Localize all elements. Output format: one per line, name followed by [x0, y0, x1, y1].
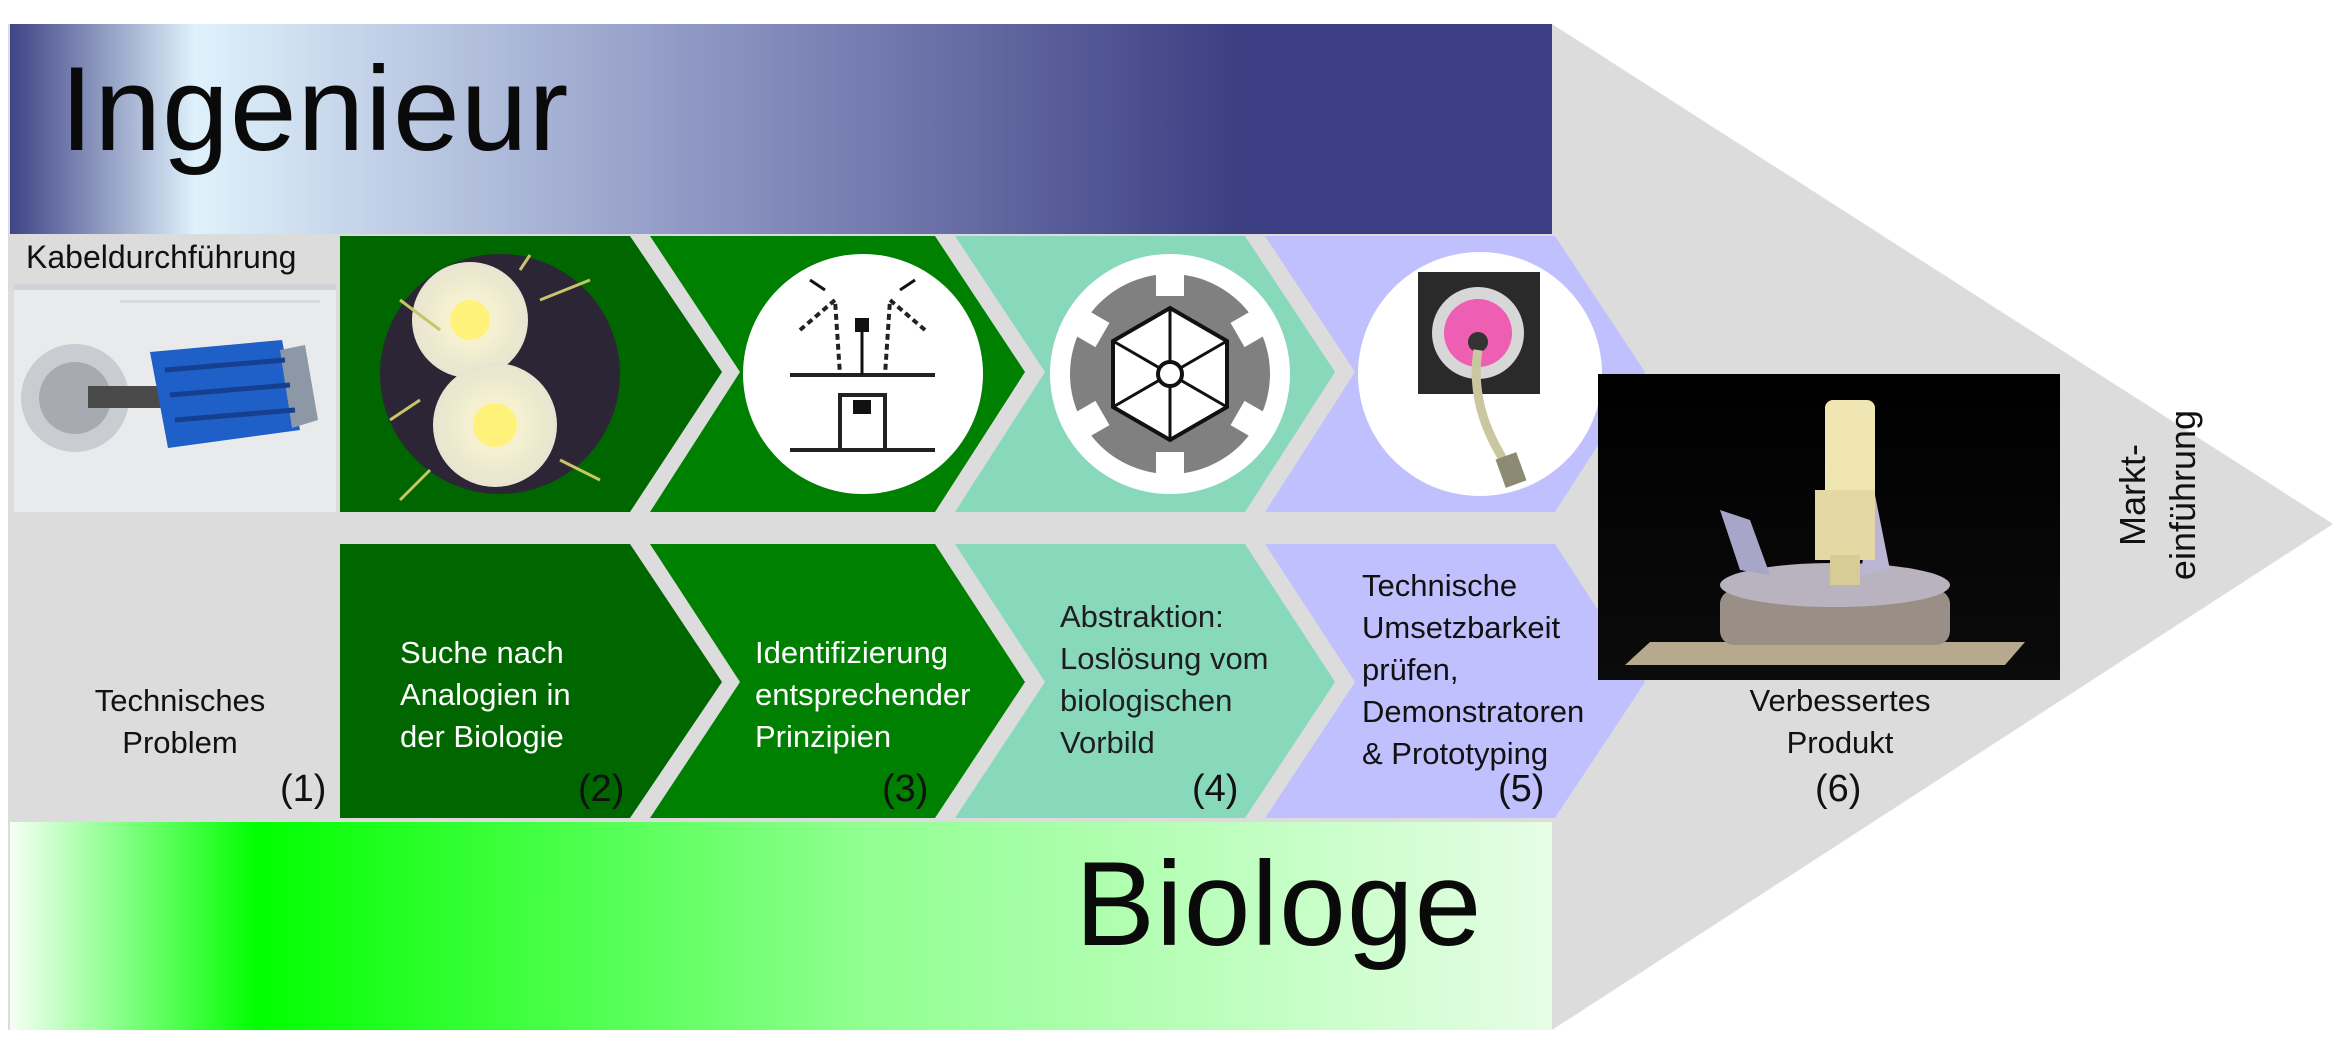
- market-launch-line: Markt-: [2112, 444, 2153, 546]
- header-title: Ingenieur: [60, 42, 570, 176]
- step4-chevron-bottom: [955, 544, 1335, 818]
- cable-gland-photo: [14, 284, 336, 512]
- step2-number: (2): [578, 768, 625, 810]
- step1-label: Technisches Problem: [20, 680, 340, 764]
- footer-title: Biologe: [1075, 837, 1483, 971]
- step5-line: prüfen,: [1362, 652, 1459, 687]
- header-band: [10, 24, 1552, 234]
- step3-line: entsprechender: [755, 677, 971, 712]
- gear-abstraction-icon: [1050, 254, 1290, 494]
- step3-number: (3): [882, 768, 929, 810]
- step5-line: Technische: [1362, 568, 1518, 603]
- step4-line: Vorbild: [1060, 725, 1155, 760]
- step6-number: (6): [1815, 768, 1862, 810]
- step3-line: Prinzipien: [755, 719, 892, 754]
- step5-chevron-bottom: [1265, 544, 1645, 818]
- step2-label: Suche nach Analogien in der Biologie: [400, 632, 571, 758]
- cactus-flower-photo: [380, 254, 620, 502]
- step6-line: Produkt: [1786, 725, 1894, 760]
- step3-chevron-bottom: [650, 544, 1025, 818]
- footer-band: [10, 822, 1552, 1030]
- product-photo: [1598, 374, 2060, 680]
- step1-line: Problem: [122, 725, 238, 760]
- step4-line: Abstraktion:: [1060, 599, 1224, 634]
- step5-line: Demonstratoren: [1362, 694, 1585, 729]
- market-launch-line: einführung: [2162, 409, 2203, 581]
- step5-line: & Prototyping: [1362, 736, 1549, 771]
- step2-line: Analogien in: [400, 677, 571, 712]
- step3-label: Identifizierung entsprechender Prinzipie…: [755, 632, 970, 758]
- step5-label: Technische Umsetzbarkeit prüfen, Demonst…: [1362, 565, 1584, 775]
- step2-chevron-bottom: [340, 544, 722, 818]
- mechanism-sketch-icon: [743, 254, 983, 494]
- market-launch-label: Markt- einführung: [2108, 405, 2218, 585]
- step3-line: Identifizierung: [755, 635, 949, 670]
- step5-line: Umsetzbarkeit: [1362, 610, 1561, 645]
- step1-number: (1): [280, 768, 327, 810]
- step4-label: Abstraktion: Loslösung vom biologischen …: [1060, 596, 1269, 764]
- step1-line: Technisches: [94, 683, 266, 718]
- step4-line: Loslösung vom: [1060, 641, 1269, 676]
- prototype-photo: [1358, 252, 1602, 496]
- step4-line: biologischen: [1060, 683, 1233, 718]
- step6-line: Verbessertes: [1749, 683, 1931, 718]
- step2-line: der Biologie: [400, 719, 564, 754]
- step6-label: Verbessertes Produkt: [1650, 680, 2030, 764]
- top-left-label: Kabeldurchführung: [26, 239, 297, 275]
- step5-number: (5): [1498, 768, 1545, 810]
- step2-line: Suche nach: [400, 635, 564, 670]
- step4-number: (4): [1192, 768, 1239, 810]
